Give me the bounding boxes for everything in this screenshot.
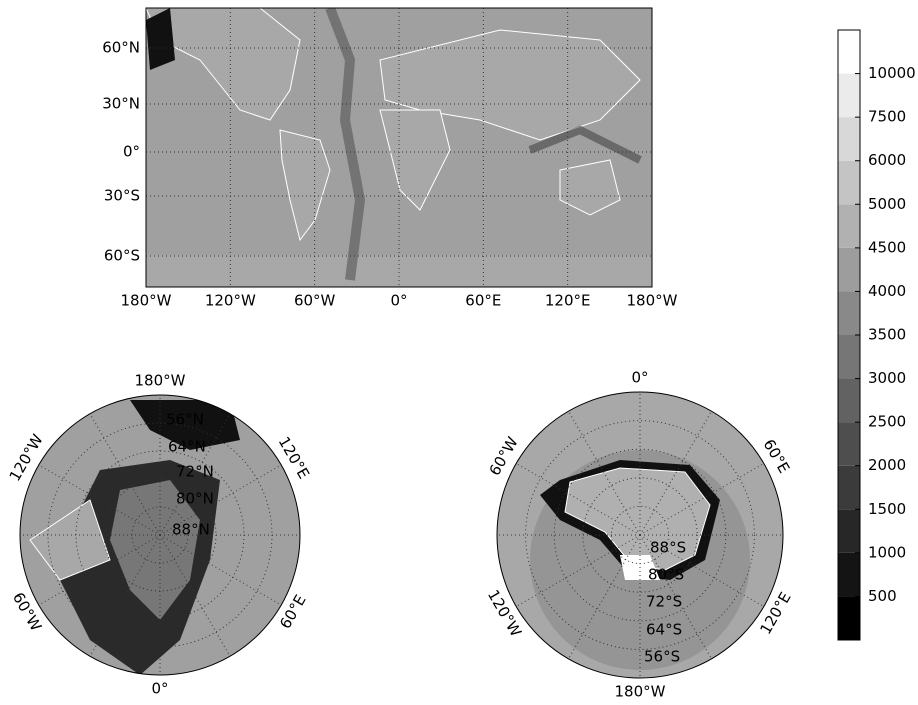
south-polar-map (497, 392, 783, 678)
colorbar-label: 3000 (868, 369, 906, 387)
lat-label: 72°S (646, 593, 682, 611)
colorbar-bin (838, 74, 860, 118)
lat-label: 88°S (650, 539, 686, 557)
colorbar-label: 7500 (868, 108, 906, 126)
colorbar-bin (838, 161, 860, 205)
colorbar-bin (838, 117, 860, 161)
colorbar-bin (838, 553, 860, 597)
colorbar-label: 10000 (868, 64, 916, 82)
lat-label: 72°N (176, 463, 214, 481)
colorbar-label: 3500 (868, 326, 906, 344)
lat-label: 60°N (102, 39, 140, 57)
lon-label: 180°W (627, 292, 678, 310)
lat-label: 60°S (104, 247, 140, 265)
lat-label: 0° (123, 143, 140, 161)
lon-label: 60°W (294, 292, 336, 310)
colorbar-label: 4000 (868, 282, 906, 300)
colorbar-bin (838, 30, 860, 74)
colorbar-label: 6000 (868, 151, 906, 169)
lon-label: 120°E (545, 292, 591, 310)
colorbar-bin (838, 335, 860, 379)
lat-label: 56°N (166, 411, 204, 429)
figure: 500 1000 1500 2000 2500 3000 3500 4000 4500 5000 6… (0, 0, 918, 705)
colorbar-bin (838, 248, 860, 292)
colorbar-label: 4500 (868, 238, 906, 256)
colorbar-label: 500 (868, 587, 897, 605)
colorbar-label: 1000 (868, 543, 906, 561)
colorbar: 500 1000 1500 2000 2500 3000 3500 4000 4500 5000 6… (838, 30, 916, 640)
colorbar-bin (838, 291, 860, 335)
lat-label: 88°N (172, 521, 210, 539)
colorbar-label: 5000 (868, 195, 906, 213)
lat-label: 64°N (168, 438, 206, 456)
lat-label: 56°S (644, 648, 680, 666)
lat-label: 64°S (646, 621, 682, 639)
colorbar-bin (838, 204, 860, 248)
colorbar-label: 2500 (868, 413, 906, 431)
lon-label: 180°W (121, 292, 172, 310)
lat-label: 80°N (176, 490, 214, 508)
lon-label: 0° (631, 369, 648, 387)
lon-label: 60°E (465, 292, 501, 310)
colorbar-bin (838, 466, 860, 510)
lat-label: 80°S (648, 566, 684, 584)
colorbar-bin (838, 379, 860, 423)
colorbar-bin (838, 509, 860, 553)
colorbar-label: 1500 (868, 500, 906, 518)
lat-label: 30°N (102, 95, 140, 113)
colorbar-bin (838, 422, 860, 466)
lat-label: 30°S (104, 187, 140, 205)
lon-label: 180°W (615, 683, 666, 701)
world-map (146, 8, 652, 287)
lon-label: 0° (151, 680, 168, 698)
lon-label: 0° (390, 292, 407, 310)
colorbar-label: 2000 (868, 456, 906, 474)
lon-label: 180°W (135, 372, 186, 390)
north-polar-map (20, 395, 300, 675)
lon-label: 120°W (205, 292, 256, 310)
colorbar-bin (838, 596, 860, 640)
